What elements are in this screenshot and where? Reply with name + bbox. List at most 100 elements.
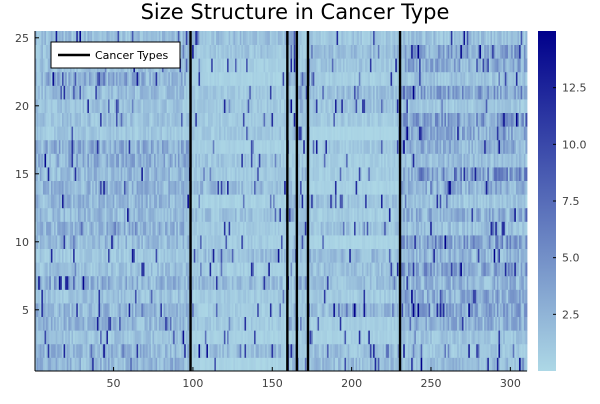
heatmap-cell xyxy=(169,221,172,236)
heatmap-cell xyxy=(127,194,130,209)
heatmap-cell xyxy=(371,248,374,263)
heatmap-cell xyxy=(134,112,137,127)
heatmap-cell xyxy=(379,262,382,277)
heatmap-cell xyxy=(279,44,282,59)
heatmap-cell xyxy=(204,289,207,304)
heatmap-cell xyxy=(358,275,361,290)
heatmap-cell xyxy=(138,330,141,345)
heatmap-cell xyxy=(363,316,366,331)
heatmap-cell xyxy=(177,330,180,345)
heatmap-cell xyxy=(58,139,61,154)
heatmap-cell xyxy=(90,221,93,236)
heatmap-cell xyxy=(138,126,141,141)
heatmap-cell xyxy=(104,99,107,113)
heatmap-cell xyxy=(192,357,195,372)
heatmap-cell xyxy=(244,194,247,209)
heatmap-cell xyxy=(201,289,204,304)
heatmap-cell xyxy=(393,357,396,372)
heatmap-cell xyxy=(103,85,106,100)
heatmap-cell xyxy=(304,221,307,236)
heatmap-cell xyxy=(238,31,241,45)
heatmap-cell xyxy=(266,85,269,100)
heatmap-cell xyxy=(130,139,133,154)
heatmap-cell xyxy=(171,262,174,277)
heatmap-cell xyxy=(160,343,163,358)
heatmap-cell xyxy=(212,85,215,100)
heatmap-cell xyxy=(57,71,60,86)
heatmap-cell xyxy=(77,248,80,263)
heatmap-cell xyxy=(281,221,283,236)
heatmap-cell xyxy=(223,31,226,45)
heatmap-cell xyxy=(111,207,114,222)
heatmap-cell xyxy=(198,71,201,86)
heatmap-cell xyxy=(155,126,158,141)
heatmap-cell xyxy=(387,289,390,304)
heatmap-cell xyxy=(225,71,228,86)
heatmap-cell xyxy=(68,357,71,372)
heatmap-cell xyxy=(384,357,387,372)
heatmap-cell xyxy=(182,139,185,154)
heatmap-cell xyxy=(57,207,60,222)
heatmap-cell xyxy=(274,207,277,222)
heatmap-cell xyxy=(292,221,295,236)
heatmap-cell xyxy=(304,316,307,331)
heatmap-cell xyxy=(209,85,212,100)
heatmap-cell xyxy=(252,139,255,154)
heatmap-cell xyxy=(69,180,72,195)
heatmap-cell xyxy=(192,262,195,277)
heatmap-cell xyxy=(79,303,82,317)
heatmap-cell xyxy=(98,207,101,222)
heatmap-cell xyxy=(101,357,104,372)
heatmap-cell xyxy=(330,248,333,263)
heatmap-cell xyxy=(254,221,257,236)
heatmap-cell xyxy=(309,207,312,222)
heatmap-cell xyxy=(41,289,44,304)
heatmap-cell xyxy=(266,180,269,195)
heatmap-cell xyxy=(339,289,342,304)
heatmap-cell xyxy=(181,316,183,331)
heatmap-cell xyxy=(371,330,374,345)
heatmap-cell xyxy=(284,330,287,345)
heatmap-cell xyxy=(304,31,307,45)
heatmap-cell xyxy=(219,71,222,86)
heatmap-cell xyxy=(108,85,110,100)
heatmap-cell xyxy=(47,343,50,358)
heatmap-cell xyxy=(182,330,185,345)
heatmap-cell xyxy=(108,248,110,263)
heatmap-cell xyxy=(252,58,255,73)
heatmap-cell xyxy=(68,275,71,290)
heatmap-cell xyxy=(355,248,358,263)
heatmap-cell xyxy=(336,357,339,372)
heatmap-cell xyxy=(128,31,131,45)
heatmap-cell xyxy=(290,180,293,195)
heatmap-cell xyxy=(219,207,222,222)
heatmap-cell xyxy=(171,289,174,304)
heatmap-cell xyxy=(176,330,179,345)
heatmap-cell xyxy=(168,248,171,263)
heatmap-cell xyxy=(292,31,295,45)
heatmap-cell xyxy=(252,112,255,127)
heatmap-cell xyxy=(231,207,234,222)
heatmap-cell xyxy=(60,112,63,127)
heatmap-cell xyxy=(265,262,268,277)
heatmap-cell xyxy=(101,207,104,222)
heatmap-cell xyxy=(265,112,268,127)
heatmap-cell xyxy=(292,58,295,73)
heatmap-cell xyxy=(392,207,395,222)
heatmap-cell xyxy=(346,357,349,372)
heatmap-cell xyxy=(196,275,199,290)
heatmap-cell xyxy=(82,71,85,86)
heatmap-cell xyxy=(201,58,204,73)
heatmap-cell xyxy=(42,126,45,141)
heatmap-cell xyxy=(207,85,210,100)
heatmap-cell xyxy=(92,99,95,113)
heatmap-cell xyxy=(54,153,57,168)
heatmap-cell xyxy=(236,221,239,236)
heatmap-cell xyxy=(123,85,126,100)
heatmap-cell xyxy=(219,153,222,168)
heatmap-cell xyxy=(290,126,293,141)
heatmap-cell xyxy=(219,112,222,127)
heatmap-cell xyxy=(160,71,163,86)
heatmap-cell xyxy=(379,248,382,263)
heatmap-cell xyxy=(52,289,55,304)
